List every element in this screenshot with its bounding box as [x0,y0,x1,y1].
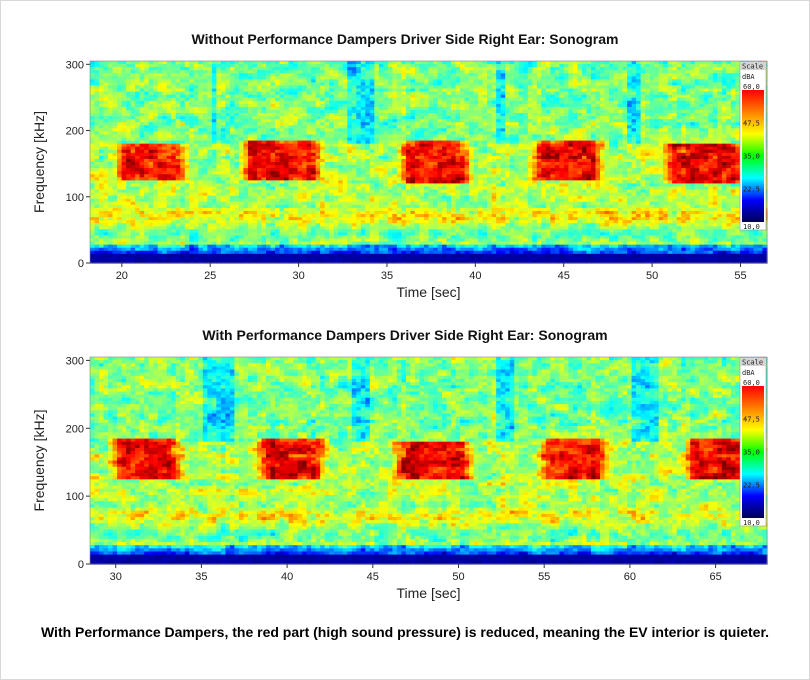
y-tick-label: 300 [66,59,84,71]
x-tick-label: 25 [204,270,216,282]
color-scale-tick-label: 10,0 [743,519,760,527]
x-axis-label: Time [sec] [396,585,460,601]
x-tick-label: 40 [281,571,293,583]
color-scale-tick-label: 22,5 [743,186,760,194]
x-tick-label: 45 [367,571,379,583]
color-scale-unit: dBA [742,73,755,81]
color-scale-tick-label: 47,5 [743,120,760,128]
chart-title: With Performance Dampers Driver Side Rig… [202,327,608,343]
sonogram-chart-without-dampers: 0 100 200 300 20 25 30 35 40 45 50 55 Time [sec] Freq… [31,59,768,300]
color-scale-tick-label: 60,0 [743,379,760,387]
sonogram-field [90,61,768,264]
color-scale-bar [742,90,764,222]
x-tick-label: 50 [452,571,464,583]
x-tick-label: 20 [116,270,128,282]
y-tick-label: 300 [66,355,84,367]
plot-area-border [89,356,768,565]
plot-area-border [89,60,768,264]
sonogram-panel-without-dampers: Without Performance Dampers Driver Side … [0,0,810,300]
figure-caption: With Performance Dampers, the red part (… [40,624,770,640]
y-tick-label: 0 [78,258,84,270]
sonogram-panel-with-dampers: With Performance Dampers Driver Side Rig… [0,296,810,601]
color-scale-tick-label: 10,0 [743,223,760,231]
x-tick-label: 45 [558,270,570,282]
color-scale-unit: dBA [742,369,755,377]
sonogram-field [90,357,768,565]
color-scale-legend: Scale dBA 60,0 47,5 35,0 22,5 10,0 [739,357,767,527]
color-scale-tick-label: 35,0 [743,153,760,161]
color-scale-title: Scale [742,359,763,367]
chart-title: Without Performance Dampers Driver Side … [191,31,619,47]
x-tick-label: 50 [646,270,658,282]
x-tick-label: 65 [709,571,721,583]
color-scale-title: Scale [742,63,763,71]
y-tick-label: 0 [78,559,84,571]
x-tick-label: 35 [195,571,207,583]
color-scale-tick-label: 35,0 [743,449,760,457]
y-tick-label: 200 [66,126,84,138]
color-scale-bar [742,386,764,518]
y-axis-label: Frequency [kHz] [31,111,47,213]
color-scale-legend: Scale dBA 60,0 47,5 35,0 22,5 10,0 [739,61,767,231]
x-tick-label: 60 [624,571,636,583]
y-tick-label: 100 [66,192,84,204]
x-tick-label: 55 [538,571,550,583]
x-axis-label: Time [sec] [396,284,460,300]
color-scale-tick-label: 60,0 [743,83,760,91]
x-tick-label: 35 [381,270,393,282]
y-tick-label: 200 [66,423,84,435]
x-tick-label: 40 [469,270,481,282]
sonogram-chart-with-dampers: 0 100 200 300 30 35 40 45 50 55 60 65 Time [sec] Freq… [31,355,768,601]
x-tick-label: 30 [110,571,122,583]
y-axis-label: Frequency [kHz] [31,410,47,512]
color-scale-tick-label: 22,5 [743,482,760,490]
x-tick-label: 55 [734,270,746,282]
y-tick-label: 100 [66,491,84,503]
x-tick-label: 30 [292,270,304,282]
color-scale-tick-label: 47,5 [743,416,760,424]
